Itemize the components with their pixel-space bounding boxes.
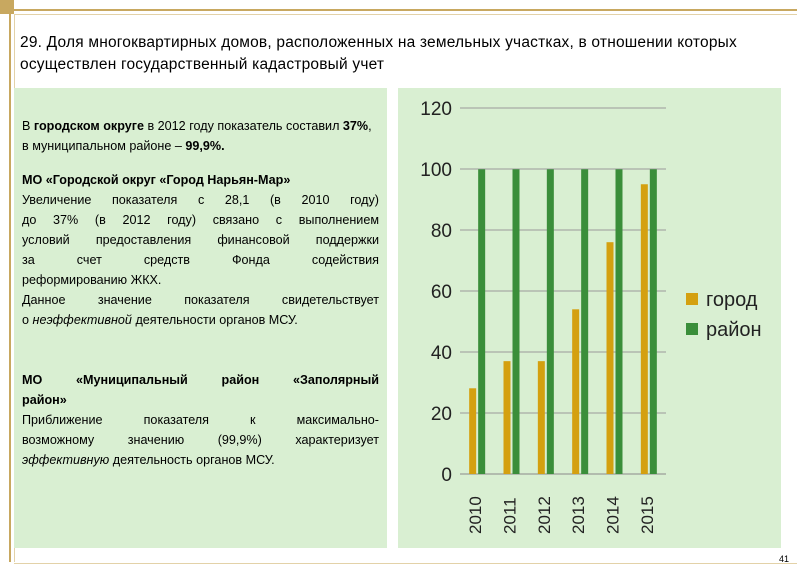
y-tick-label: 120	[420, 99, 452, 120]
y-tick-label: 100	[420, 160, 452, 181]
bar-gorod	[537, 361, 545, 474]
left-border	[9, 14, 11, 562]
slide-title: 29. Доля многоквартирных домов, располож…	[20, 34, 737, 73]
y-tick-label: 20	[431, 404, 452, 425]
x-tick-label: 2012	[535, 496, 554, 534]
bar-chart: 0 20 40 60 80 100 120 2010 2011 2012 2013 2014 2015 г…	[420, 99, 762, 534]
x-tick-label: 2014	[604, 496, 623, 534]
y-tick-label: 60	[431, 282, 452, 303]
assessment-line-2: о неэффективной деятельности органов МСУ…	[22, 313, 298, 327]
bottom-border	[14, 563, 797, 564]
bar-gorod	[469, 388, 477, 474]
city-district-label: городском округе	[33, 119, 144, 133]
bar-gorod	[640, 184, 648, 474]
legend-label: район	[706, 319, 762, 341]
x-tick-label: 2011	[501, 497, 520, 534]
legend-label: город	[706, 289, 758, 311]
x-tick-label: 2010	[466, 496, 485, 534]
bar-gorod	[503, 361, 511, 474]
bar-gorod	[572, 309, 580, 474]
city-line-2: до 37% (в 2012 году) связано с выполнени…	[22, 213, 379, 227]
district-line-1: Приближение показателя к максимально-	[22, 413, 379, 427]
ineffective-word: неэффективной	[32, 313, 132, 327]
city-line-1: Увеличение показателя с 28,1 (в 2010 год…	[22, 193, 379, 207]
description-panel: В городском округе в 2012 году показател…	[14, 88, 387, 548]
bar-gorod	[606, 242, 614, 474]
summary-paragraph: В городском округе в 2012 году показател…	[22, 116, 379, 156]
legend-swatch	[686, 323, 698, 335]
y-tick-label: 40	[431, 343, 452, 364]
bar-rajon	[649, 169, 657, 474]
district-heading-line-1: МО «Муниципальный район «Заполярный	[22, 373, 379, 387]
corner-decoration	[0, 0, 14, 14]
district-value: 99,9	[185, 139, 210, 153]
y-tick-label: 80	[431, 221, 452, 242]
effective-word: эффективную	[22, 453, 110, 467]
district-heading-line-2: район»	[22, 393, 67, 407]
page-number: 41	[778, 554, 789, 564]
bar-rajon	[478, 169, 486, 474]
text-fragment: В	[22, 119, 31, 133]
x-tick-label: 2015	[638, 496, 657, 534]
text-fragment: в 2012 году показатель составил	[147, 119, 340, 133]
assessment-line-1: Данное значение показателя свидетельству…	[22, 293, 379, 307]
text-fragment: , в муниципальном районе –	[22, 119, 372, 153]
bar-rajon	[615, 169, 623, 474]
top-border-inner	[14, 14, 797, 15]
text-fragment: %.	[209, 139, 225, 153]
city-value: 37%	[342, 119, 369, 133]
city-line-3: условий предоставления финансовой поддер…	[22, 233, 379, 247]
y-tick-label: 0	[441, 465, 452, 486]
district-line-3: эффективную деятельность органов МСУ.	[22, 453, 275, 467]
bar-rajon	[512, 169, 520, 474]
x-tick-label: 2013	[569, 496, 588, 534]
chart-panel: 0 20 40 60 80 100 120 2010 2011 2012 2013 2014 2015 г…	[398, 88, 781, 548]
bar-rajon	[546, 169, 554, 474]
city-line-5: реформированию ЖКХ.	[22, 273, 162, 287]
top-border	[14, 9, 797, 11]
district-line-2: возможному значению (99,9%) характеризуе…	[22, 433, 379, 447]
legend-swatch	[686, 293, 698, 305]
bar-rajon	[581, 169, 589, 474]
city-heading: МО «Городской округ «Город Нарьян-Мар»	[22, 173, 291, 187]
city-line-4: за счет средств Фонда содействия	[22, 253, 379, 267]
